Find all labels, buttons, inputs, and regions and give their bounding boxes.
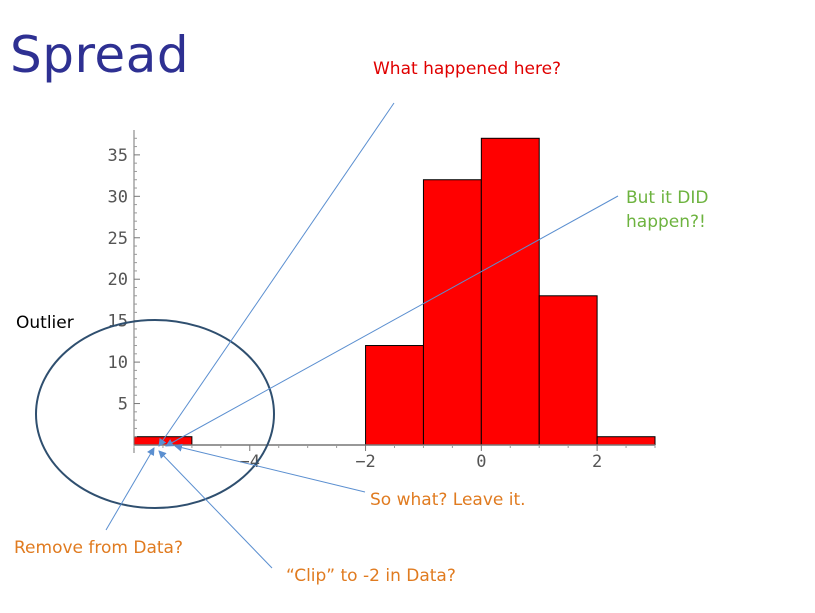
x-tick-label-2: 0 bbox=[476, 452, 486, 472]
y-tick-label-15: 15 bbox=[108, 312, 128, 332]
annotation-overlay bbox=[35, 102, 619, 569]
x-tick-label-1: −2 bbox=[355, 452, 375, 472]
slide-title: Spread bbox=[10, 26, 190, 84]
histogram-bar-5 bbox=[422, 179, 482, 446]
arrow-remove bbox=[105, 447, 155, 531]
histogram-bar-7 bbox=[538, 295, 598, 446]
histogram-bars bbox=[133, 137, 656, 446]
arrow-but-it-did bbox=[165, 195, 619, 447]
outlier-circle bbox=[35, 319, 275, 509]
arrow-so-what bbox=[174, 443, 366, 493]
histogram-bar-8 bbox=[596, 436, 656, 446]
annotation-remove: Remove from Data? bbox=[14, 538, 183, 558]
arrow-what-happened bbox=[158, 102, 395, 447]
y-tick-label-35: 35 bbox=[108, 146, 128, 166]
histogram-bar-6 bbox=[480, 137, 540, 446]
y-tick-label-10: 10 bbox=[108, 353, 128, 373]
annotation-so-what: So what? Leave it. bbox=[370, 490, 526, 510]
y-tick-label-25: 25 bbox=[108, 229, 128, 249]
annotation-clip: “Clip” to -2 in Data? bbox=[286, 566, 456, 586]
y-tick-label-20: 20 bbox=[108, 270, 128, 290]
arrow-clip bbox=[158, 450, 273, 569]
y-tick-label-5: 5 bbox=[118, 395, 128, 415]
annotation-but-it-did: But it DID happen?! bbox=[626, 188, 709, 232]
x-tick-label-3: 2 bbox=[592, 452, 602, 472]
y-tick-label-30: 30 bbox=[108, 187, 128, 207]
x-tick-label-0: −4 bbox=[240, 452, 260, 472]
annotation-what-happened: What happened here? bbox=[373, 59, 562, 79]
annotation-outlier: Outlier bbox=[16, 313, 74, 333]
histogram-bar-4 bbox=[365, 345, 424, 446]
